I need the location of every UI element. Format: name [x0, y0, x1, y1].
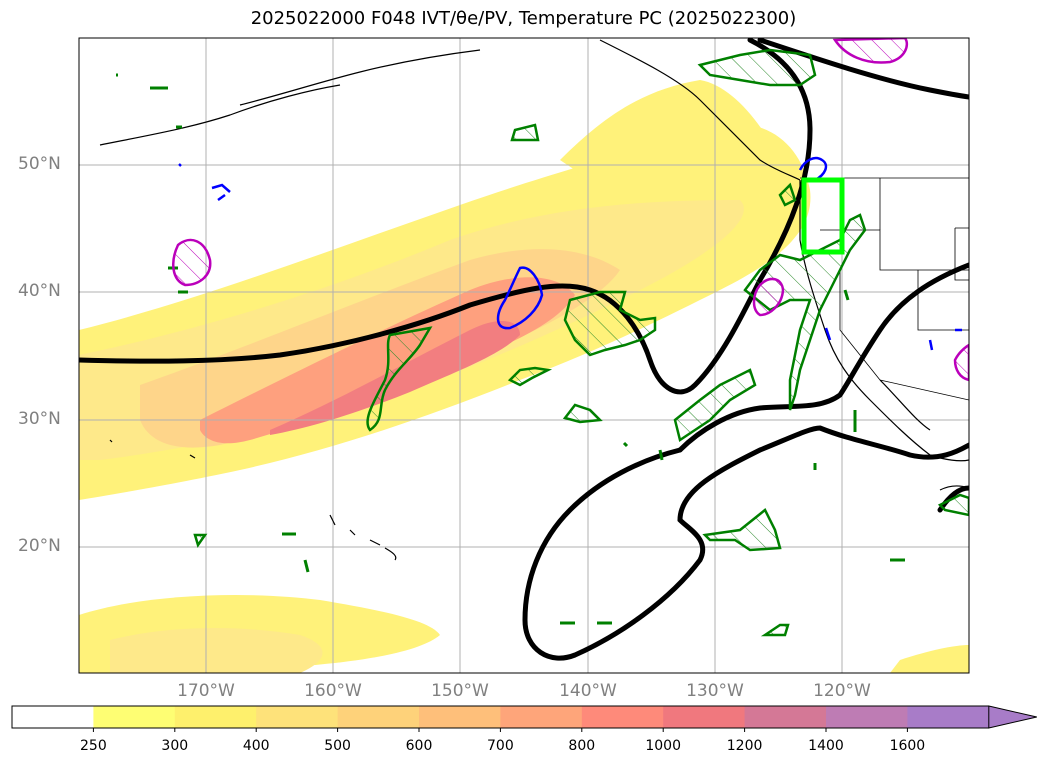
chart-title: 2025022000 F048 IVT/θe/PV, Temperature P…: [250, 8, 797, 29]
colorbar-swatch: [174, 706, 257, 728]
colorbar-swatch: [500, 706, 583, 728]
lon-label-170w: 170°W: [177, 681, 235, 701]
colorbar-swatch: [419, 706, 501, 728]
lon-label-150w: 150°W: [431, 681, 489, 701]
colorbar-swatch: [12, 706, 94, 728]
colorbar-tick-label: 1400: [808, 738, 844, 754]
target-region-box: [801, 177, 845, 255]
colorbar-tick-label: 1200: [726, 738, 763, 754]
colorbar-swatch: [663, 706, 746, 728]
colorbar-swatch: [907, 706, 989, 728]
colorbar-swatch: [581, 706, 664, 728]
colorbar-tick-label: 700: [487, 738, 514, 754]
lon-label-160w: 160°W: [304, 681, 362, 701]
pv-positive-contours: [193, 48, 969, 637]
colorbar-tick-label: 400: [242, 738, 270, 754]
colorbar: [11, 705, 1037, 732]
colorbar-swatch: [93, 706, 176, 728]
colorbar-swatch: [826, 706, 908, 728]
colorbar-tick-label: 1600: [889, 738, 926, 754]
colorbar-tick-label: 600: [405, 738, 433, 754]
colorbar-tick-label: 1000: [645, 738, 681, 754]
pv-small-features: [116, 73, 905, 625]
colorbar-tick-label: 800: [568, 738, 596, 754]
colorbar-tick-label: 500: [324, 738, 351, 754]
lon-label-130w: 130°W: [686, 681, 744, 701]
colorbar-swatch: [256, 706, 339, 728]
lat-label-40n: 40°N: [18, 281, 61, 301]
lat-label-20n: 20°N: [18, 536, 61, 556]
lon-label-140w: 140°W: [559, 681, 617, 701]
pv-negative-contours: [178, 156, 962, 351]
lat-label-30n: 30°N: [18, 409, 61, 429]
colorbar-swatch: [337, 706, 420, 728]
colorbar-extend-arrow: [988, 705, 1037, 729]
colorbar-tick-label: 250: [80, 738, 107, 754]
map-frame: [78, 37, 970, 674]
temperature-pc-contours: [172, 38, 969, 382]
lat-label-50n: 50°N: [18, 154, 61, 174]
lon-label-120w: 120°W: [813, 681, 871, 701]
colorbar-swatch: [744, 706, 827, 728]
colorbar-tick-label: 300: [161, 738, 189, 754]
